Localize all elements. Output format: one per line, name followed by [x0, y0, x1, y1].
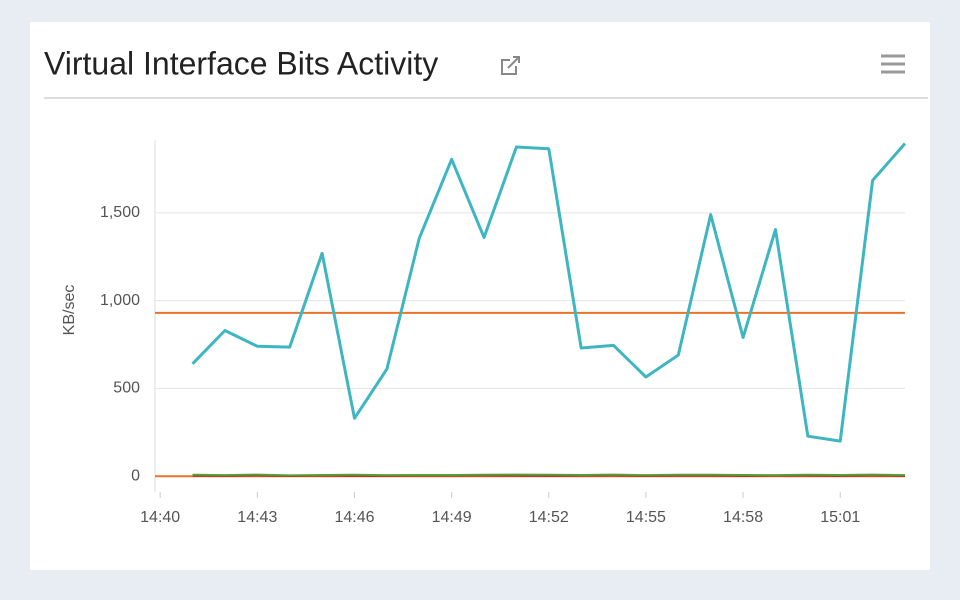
y-tick-label: 1,000 [100, 292, 140, 309]
card-title: Virtual Interface Bits Activity [44, 45, 438, 81]
y-axis-label: KB/sec [61, 285, 78, 336]
series-line [192, 473, 906, 477]
x-tick-label: 15:01 [820, 509, 860, 526]
x-tick-label: 14:55 [626, 509, 666, 526]
card [30, 22, 930, 570]
external-link-icon[interactable] [501, 56, 520, 75]
x-tick-label: 14:58 [723, 509, 763, 526]
x-tick-label: 14:43 [237, 509, 277, 526]
x-tick-label: 14:52 [529, 509, 569, 526]
x-tick-label: 14:49 [432, 509, 472, 526]
series-line [191, 142, 907, 443]
y-tick-label: 0 [131, 467, 140, 484]
x-tick-label: 14:46 [334, 509, 374, 526]
x-tick-label: 14:40 [140, 509, 180, 526]
y-tick-label: 1,500 [100, 204, 140, 221]
menu-icon[interactable] [881, 54, 905, 74]
y-tick-label: 500 [113, 380, 140, 397]
